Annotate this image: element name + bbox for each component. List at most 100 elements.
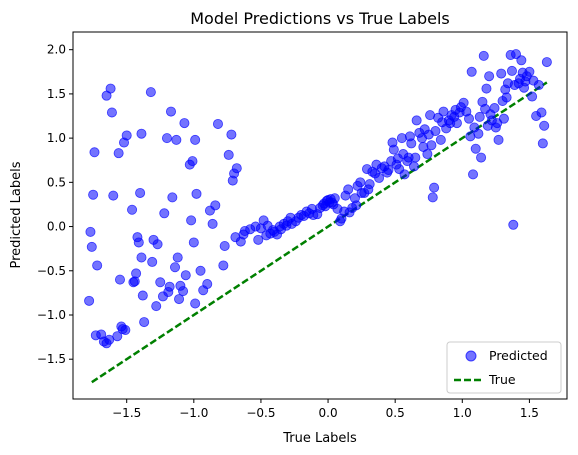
predicted-point xyxy=(508,219,519,230)
predicted-point xyxy=(190,298,201,309)
predicted-point xyxy=(171,134,182,145)
predicted-point xyxy=(506,65,517,76)
x-axis-label: True Labels xyxy=(282,431,357,446)
predicted-point xyxy=(383,164,394,175)
predicted-point xyxy=(188,237,199,248)
predicted-point xyxy=(145,87,156,98)
predicted-point xyxy=(136,128,147,139)
predicted-point xyxy=(113,148,124,159)
plot-area: −1.5 −1.0 −0.5 0.0 0.5 1.0 1.5 −1.5 −1.0 −0.5 0.0… xyxy=(37,31,568,420)
predicted-point xyxy=(536,107,547,118)
predicted-point xyxy=(164,281,175,292)
x-tick-label: −0.5 xyxy=(246,406,275,420)
x-axis-ticks: −1.5 −1.0 −0.5 0.0 0.5 1.0 1.5 xyxy=(112,399,539,420)
y-axis-label: Predicted Labels xyxy=(9,161,24,268)
predicted-point xyxy=(451,118,462,129)
predicted-point xyxy=(151,301,162,312)
predicted-point xyxy=(108,190,119,201)
predicted-point xyxy=(105,83,116,94)
predicted-point xyxy=(524,66,535,77)
predicted-point xyxy=(408,161,419,172)
y-tick-label: 1.0 xyxy=(47,131,66,145)
predicted-point xyxy=(152,239,163,250)
predicted-point xyxy=(343,184,354,195)
predicted-point xyxy=(191,188,202,199)
predicted-point xyxy=(468,169,479,180)
predicted-point xyxy=(493,134,504,145)
predicted-point xyxy=(88,189,99,200)
predicted-point xyxy=(430,126,441,137)
predicted-point xyxy=(120,325,131,336)
predicted-scatter-series xyxy=(84,49,552,349)
predicted-point xyxy=(329,193,340,204)
predicted-point xyxy=(178,286,189,297)
predicted-point xyxy=(474,111,485,122)
predicted-point xyxy=(135,187,146,198)
predicted-point xyxy=(435,134,446,145)
predicted-point xyxy=(195,265,206,276)
predicted-point xyxy=(167,192,178,203)
predicted-point xyxy=(458,97,469,108)
predicted-point xyxy=(112,331,123,342)
predicted-point xyxy=(470,143,481,154)
predicted-point xyxy=(106,107,117,118)
predicted-point xyxy=(537,138,548,149)
predicted-point xyxy=(223,149,234,160)
predicted-point xyxy=(161,133,172,144)
y-tick-label: 2.0 xyxy=(47,43,66,57)
chart-title: Model Predictions vs True Labels xyxy=(190,9,450,28)
predicted-point xyxy=(406,138,417,149)
predicted-point xyxy=(411,115,422,126)
predicted-point xyxy=(481,83,492,94)
predicted-point xyxy=(127,204,138,215)
predicted-point xyxy=(155,277,166,288)
legend: Predicted True xyxy=(446,341,562,394)
predicted-point xyxy=(170,262,181,273)
predicted-point xyxy=(498,113,509,124)
legend-true-label: True xyxy=(488,372,516,387)
legend-predicted-marker xyxy=(465,350,477,362)
predicted-point xyxy=(186,215,197,226)
predicted-point xyxy=(147,256,158,267)
predicted-point xyxy=(179,118,190,129)
predicted-point xyxy=(218,260,229,271)
predicted-point xyxy=(539,120,550,131)
predicted-point xyxy=(84,295,95,306)
predicted-point xyxy=(89,147,100,158)
x-tick-label: −1.5 xyxy=(112,406,141,420)
predicted-point xyxy=(219,241,230,252)
predicted-point xyxy=(231,163,242,174)
x-tick-label: 1.5 xyxy=(520,406,539,420)
predicted-point xyxy=(527,91,538,102)
predicted-point xyxy=(496,68,507,79)
x-tick-label: −1.0 xyxy=(179,406,208,420)
predicted-point xyxy=(253,234,264,245)
predicted-point xyxy=(165,106,176,117)
predicted-point xyxy=(541,57,552,68)
predicted-point xyxy=(131,268,142,279)
predicted-point xyxy=(174,294,185,305)
predicted-point xyxy=(464,113,475,124)
predicted-point xyxy=(86,241,97,252)
predicted-point xyxy=(374,172,385,183)
predicted-point xyxy=(85,226,96,237)
predicted-point xyxy=(410,152,421,163)
y-tick-label: −1.5 xyxy=(37,352,66,366)
predicted-point xyxy=(121,130,132,141)
predicted-point xyxy=(429,182,440,193)
y-tick-label: 1.5 xyxy=(47,87,66,101)
predicted-point xyxy=(136,252,147,263)
predicted-point xyxy=(473,128,484,139)
predicted-point xyxy=(399,169,410,180)
predicted-point xyxy=(422,149,433,160)
predicted-point xyxy=(426,140,437,151)
predicted-point xyxy=(212,118,223,129)
predicted-point xyxy=(210,200,221,211)
y-tick-label: −0.5 xyxy=(37,264,66,278)
predicted-point xyxy=(501,92,512,103)
predicted-point xyxy=(207,218,218,229)
predicted-point xyxy=(388,144,399,155)
predicted-point xyxy=(114,274,125,285)
predicted-point xyxy=(226,129,237,140)
predicted-point xyxy=(396,133,407,144)
